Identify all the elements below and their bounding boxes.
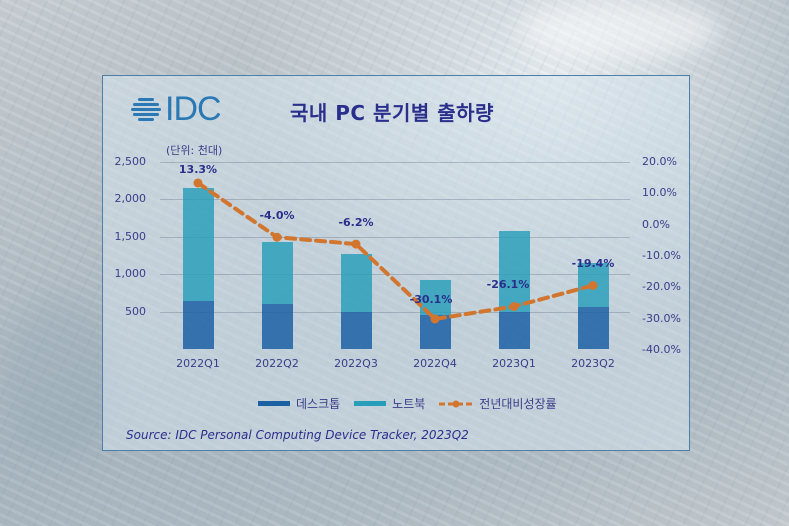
- bar-segment-desktop: [182, 301, 214, 349]
- y-axis-left-tick: 1,500: [114, 229, 147, 243]
- y-axis-right-tick: -20.0%: [642, 280, 681, 294]
- gridline: [160, 274, 630, 276]
- gridline: [160, 162, 630, 163]
- line-marker-swatch-icon: [439, 400, 474, 407]
- x-axis-tick: 2023Q2: [571, 357, 615, 370]
- legend-item-yoy: 전년대비성장률: [439, 395, 557, 412]
- yoy-data-label: -4.0%: [259, 209, 295, 223]
- background-glow: [0, 300, 120, 460]
- bar-segment-notebook: [261, 242, 293, 305]
- y-axis-right-tick: 20.0%: [642, 155, 677, 168]
- unit-label: (단위: 천대): [166, 144, 223, 157]
- logo-text: IDC: [165, 90, 222, 128]
- stacked-bar: [182, 188, 214, 349]
- y-axis-right-tick: 10.0%: [642, 186, 677, 200]
- y-axis-right-tick: 0.0%: [642, 217, 670, 231]
- y-axis-right-tick: -10.0%: [642, 249, 681, 262]
- yoy-data-label: -26.1%: [486, 278, 530, 292]
- legend-item-notebook: 노트북: [354, 395, 425, 412]
- legend-label: 전년대비성장률: [479, 397, 557, 411]
- x-axis-tick: 2022Q2: [255, 357, 299, 370]
- line-marker: [272, 232, 282, 242]
- line-marker: [588, 280, 598, 290]
- stacked-bar: [261, 242, 293, 349]
- legend-label: 노트북: [392, 397, 426, 411]
- y-axis-left-tick: 1,000: [114, 267, 147, 281]
- gridline: [160, 311, 630, 313]
- legend-item-desktop: 데스크톱: [258, 395, 340, 412]
- x-axis-tick: 2023Q1: [492, 357, 536, 370]
- notebook-swatch-icon: [354, 401, 387, 406]
- yoy-data-label: 13.3%: [178, 162, 218, 176]
- y-axis-left-tick: 2,500: [114, 155, 147, 168]
- gridline: [160, 236, 630, 238]
- bar-segment-desktop: [340, 311, 372, 349]
- bar-segment-notebook: [498, 230, 530, 312]
- bar-segment-desktop: [498, 311, 530, 349]
- x-axis-tick: 2022Q3: [334, 357, 378, 370]
- globe-icon: [131, 94, 161, 124]
- bar-segment-notebook: [182, 188, 214, 302]
- y-axis-left-tick: 500: [125, 304, 146, 318]
- yoy-data-label: -19.4%: [571, 257, 615, 271]
- line-marker: [351, 239, 361, 249]
- line-marker: [193, 178, 203, 188]
- bar-segment-desktop: [261, 304, 293, 349]
- desktop-swatch-icon: [258, 401, 290, 406]
- x-axis-tick: 2022Q4: [413, 357, 457, 370]
- x-axis-tick: 2022Q1: [176, 357, 220, 370]
- chart-title: 국내 PC 분기별 출하량: [290, 101, 494, 125]
- yoy-data-label: -30.1%: [409, 292, 453, 306]
- y-axis-right-tick: -30.0%: [642, 311, 681, 325]
- bar-segment-desktop: [577, 307, 609, 349]
- bar-segment-notebook: [340, 254, 372, 312]
- legend-label: 데스크톱: [296, 397, 341, 411]
- stacked-bar: [340, 254, 372, 349]
- background-glow: [520, 0, 720, 60]
- y-axis-right-tick: -40.0%: [642, 343, 681, 356]
- yoy-data-label: -6.2%: [338, 216, 374, 230]
- chart-legend: 데스크톱 노트북 전년대비성장률: [258, 395, 571, 412]
- source-note: Source: IDC Personal Computing Device Tr…: [126, 428, 469, 442]
- stacked-bar: [498, 230, 530, 349]
- line-marker: [430, 314, 440, 324]
- gridline: [160, 199, 630, 201]
- line-marker: [509, 301, 519, 311]
- y-axis-left-tick: 2,000: [114, 192, 147, 206]
- idc-logo: IDC: [131, 90, 222, 128]
